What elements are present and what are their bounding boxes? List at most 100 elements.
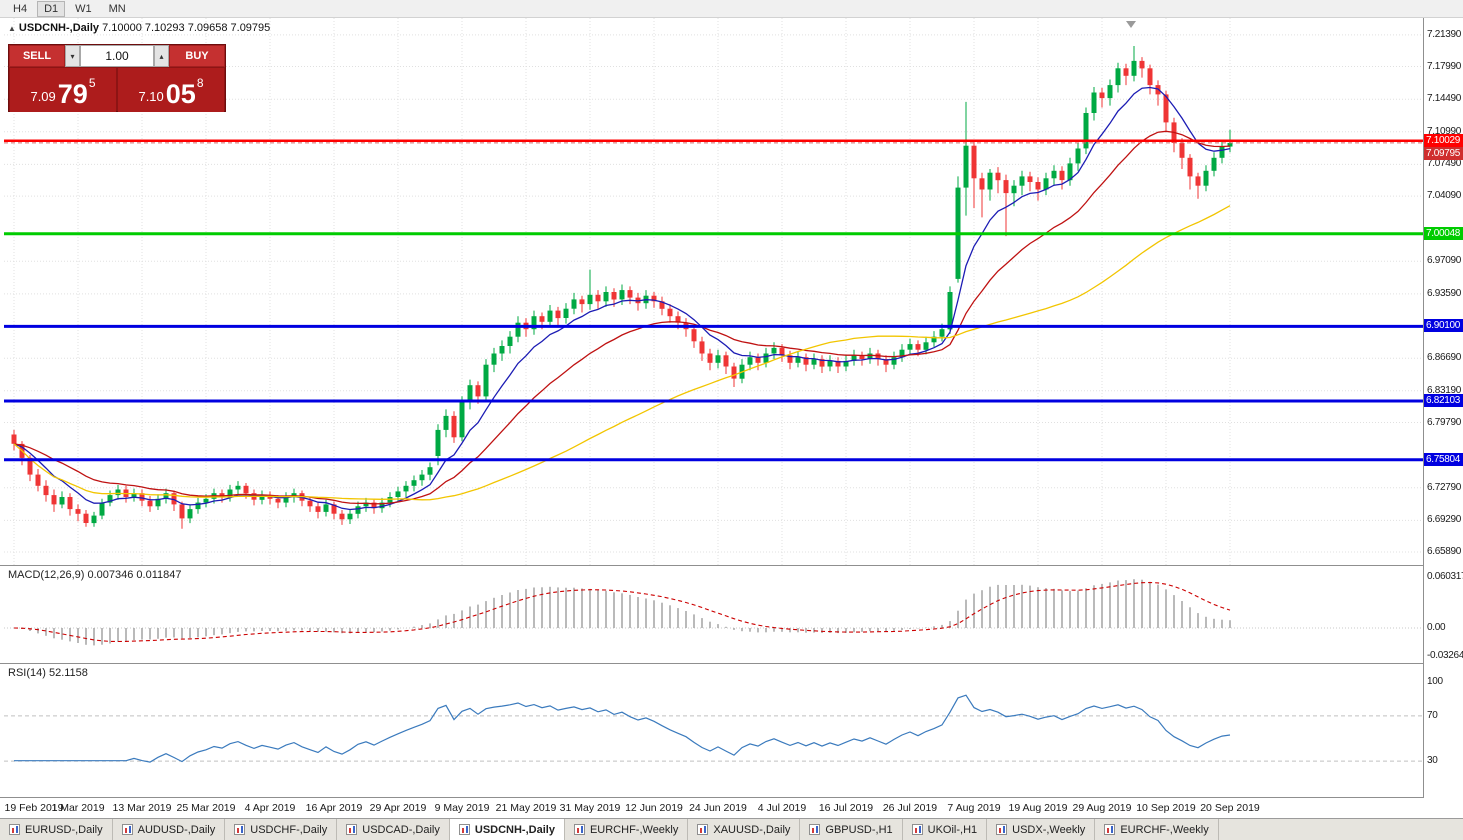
price-chart-panel[interactable]	[4, 18, 1423, 565]
date-axis-label: 19 Feb 2019	[4, 802, 64, 814]
candle-body	[291, 493, 297, 497]
chart-tab-usdcad-daily[interactable]: USDCAD-,Daily	[337, 819, 450, 840]
chart-tab-usdchf-daily[interactable]: USDCHF-,Daily	[225, 819, 338, 840]
chart-tab-eurusd-daily[interactable]: EURUSD-,Daily	[0, 819, 113, 840]
chart-tab-audusd-daily[interactable]: AUDUSD-,Daily	[112, 819, 226, 840]
volume-input[interactable]	[80, 45, 154, 67]
candle-body	[1123, 68, 1129, 76]
level-price-tag[interactable]: 6.82103	[1424, 394, 1463, 407]
level-price-tag[interactable]: 7.00048	[1424, 226, 1463, 240]
candle-body	[923, 342, 929, 350]
panel-separator[interactable]	[0, 797, 1463, 798]
rsi-canvas[interactable]	[4, 664, 1423, 797]
chart-tab-gbpusd-h1[interactable]: GBPUSD-,H1	[800, 819, 903, 840]
candle-body	[699, 341, 705, 354]
candle-body	[827, 360, 833, 367]
chart-tab-label: USDCHF-,Daily	[250, 823, 328, 836]
buy-price-display[interactable]: 7.10 05 8	[118, 68, 224, 112]
price-axis-label: 6.86690	[1427, 352, 1462, 364]
candle-body	[43, 485, 49, 496]
timeframe-button-w1[interactable]: W1	[75, 2, 92, 15]
chart-tab-eurchf-weekly[interactable]: EURCHF-,Weekly	[1095, 819, 1219, 840]
candle-body	[811, 359, 817, 365]
macd-indicator-label: MACD(12,26,9) 0.007346 0.011847	[8, 569, 182, 581]
candle-body	[691, 329, 697, 342]
timeframe-button-d1[interactable]: D1	[37, 0, 66, 17]
date-axis-label: 21 May 2019	[495, 802, 557, 814]
price-axis-label: 7.21390	[1427, 28, 1462, 40]
candle-body	[403, 485, 409, 492]
chart-tab-eurchf-weekly[interactable]: EURCHF-,Weekly	[564, 819, 689, 840]
candle-body	[203, 498, 209, 503]
panel-separator[interactable]	[0, 663, 1463, 664]
candle-body	[507, 336, 513, 346]
candle-body	[915, 344, 921, 350]
candle-body	[803, 357, 809, 365]
candle-body	[603, 292, 609, 302]
chart-shift-marker[interactable]	[1126, 21, 1136, 28]
candle-body	[1011, 185, 1017, 194]
date-axis[interactable]: 19 Feb 2019 1 Mar 2019 13 Mar 2019 25 Mar 2…	[0, 798, 1423, 818]
candle-body	[307, 500, 313, 507]
candle-body	[51, 495, 57, 505]
macd-canvas[interactable]	[4, 566, 1423, 663]
macd-indicator-panel[interactable]	[4, 566, 1423, 663]
candle-body	[195, 502, 201, 510]
date-axis-label: 16 Jul 2019	[818, 802, 874, 814]
chart-tab-ukoil-h1[interactable]: UKOil-,H1	[902, 819, 988, 840]
candle-body	[227, 489, 233, 497]
price-axis[interactable]: 7.21390 7.17990 7.14490 7.10990 7.07490 7.040…	[1423, 18, 1463, 798]
candle-body	[435, 429, 441, 456]
sell-price-display[interactable]: 7.09 79 5	[10, 68, 116, 112]
candle-body	[763, 353, 769, 363]
candle-body	[1179, 142, 1185, 158]
rsi-indicator-panel[interactable]	[4, 664, 1423, 797]
chart-tab-icon	[911, 824, 923, 835]
chart-tab-label: XAUUSD-,Daily	[713, 823, 791, 836]
candle-body	[243, 485, 249, 494]
timeframe-button-mn[interactable]: MN	[108, 2, 126, 15]
trade-controls-row: SELL ▾ ▴ BUY	[9, 45, 225, 67]
chart-tab-usdx-weekly[interactable]: USDX-,Weekly	[987, 819, 1096, 840]
rsi-line	[14, 694, 1231, 763]
chart-tab-label: USDCAD-,Daily	[362, 823, 440, 836]
candle-body	[395, 491, 401, 497]
sell-price-prefix: 7.09	[30, 89, 56, 104]
date-axis-label: 13 Mar 2019	[112, 802, 172, 814]
timeframe-button-h4[interactable]: H4	[13, 2, 28, 15]
rsi-axis-label: 100	[1427, 676, 1443, 687]
candle-body	[795, 357, 801, 363]
level-price-tag[interactable]: 6.75804	[1424, 452, 1463, 466]
price-chart-canvas[interactable]	[4, 18, 1423, 565]
candle-body	[595, 294, 601, 302]
chart-ohlc-values: 7.10000 7.10293 7.09658 7.09795	[102, 22, 271, 34]
sell-button[interactable]: SELL	[9, 45, 65, 67]
candle-body	[91, 515, 97, 524]
macd-signal-line	[13, 581, 1231, 643]
level-price-tag[interactable]: 7.10029	[1424, 133, 1463, 147]
date-axis-label: 19 Aug 2019	[1008, 802, 1068, 814]
buy-button[interactable]: BUY	[169, 45, 225, 67]
candle-body	[219, 493, 225, 497]
candle-body	[843, 360, 849, 367]
buy-price-big-digits: 05	[165, 79, 196, 109]
candle-body	[99, 502, 105, 516]
level-price-tag[interactable]: 6.90100	[1424, 319, 1463, 333]
chart-tab-xauusd-daily[interactable]: XAUUSD-,Daily	[688, 819, 801, 840]
price-axis-label: 6.72790	[1427, 481, 1462, 493]
candle-body	[35, 474, 41, 486]
volume-increase-button[interactable]: ▴	[154, 45, 169, 67]
candle-body	[1211, 157, 1217, 171]
candle-body	[675, 316, 681, 323]
candle-body	[1187, 157, 1193, 177]
panel-separator[interactable]	[0, 565, 1463, 566]
candle-body	[987, 172, 993, 190]
candle-body	[1067, 163, 1073, 181]
candle-body	[443, 415, 449, 430]
volume-decrease-button[interactable]: ▾	[65, 45, 80, 67]
chart-tab-usdcnh-daily[interactable]: USDCNH-,Daily	[449, 819, 565, 840]
chart-tab-icon	[809, 824, 821, 835]
buy-price-pip-digit: 8	[196, 76, 204, 90]
candle-body	[611, 292, 617, 300]
chart-tab-icon	[1104, 824, 1116, 835]
